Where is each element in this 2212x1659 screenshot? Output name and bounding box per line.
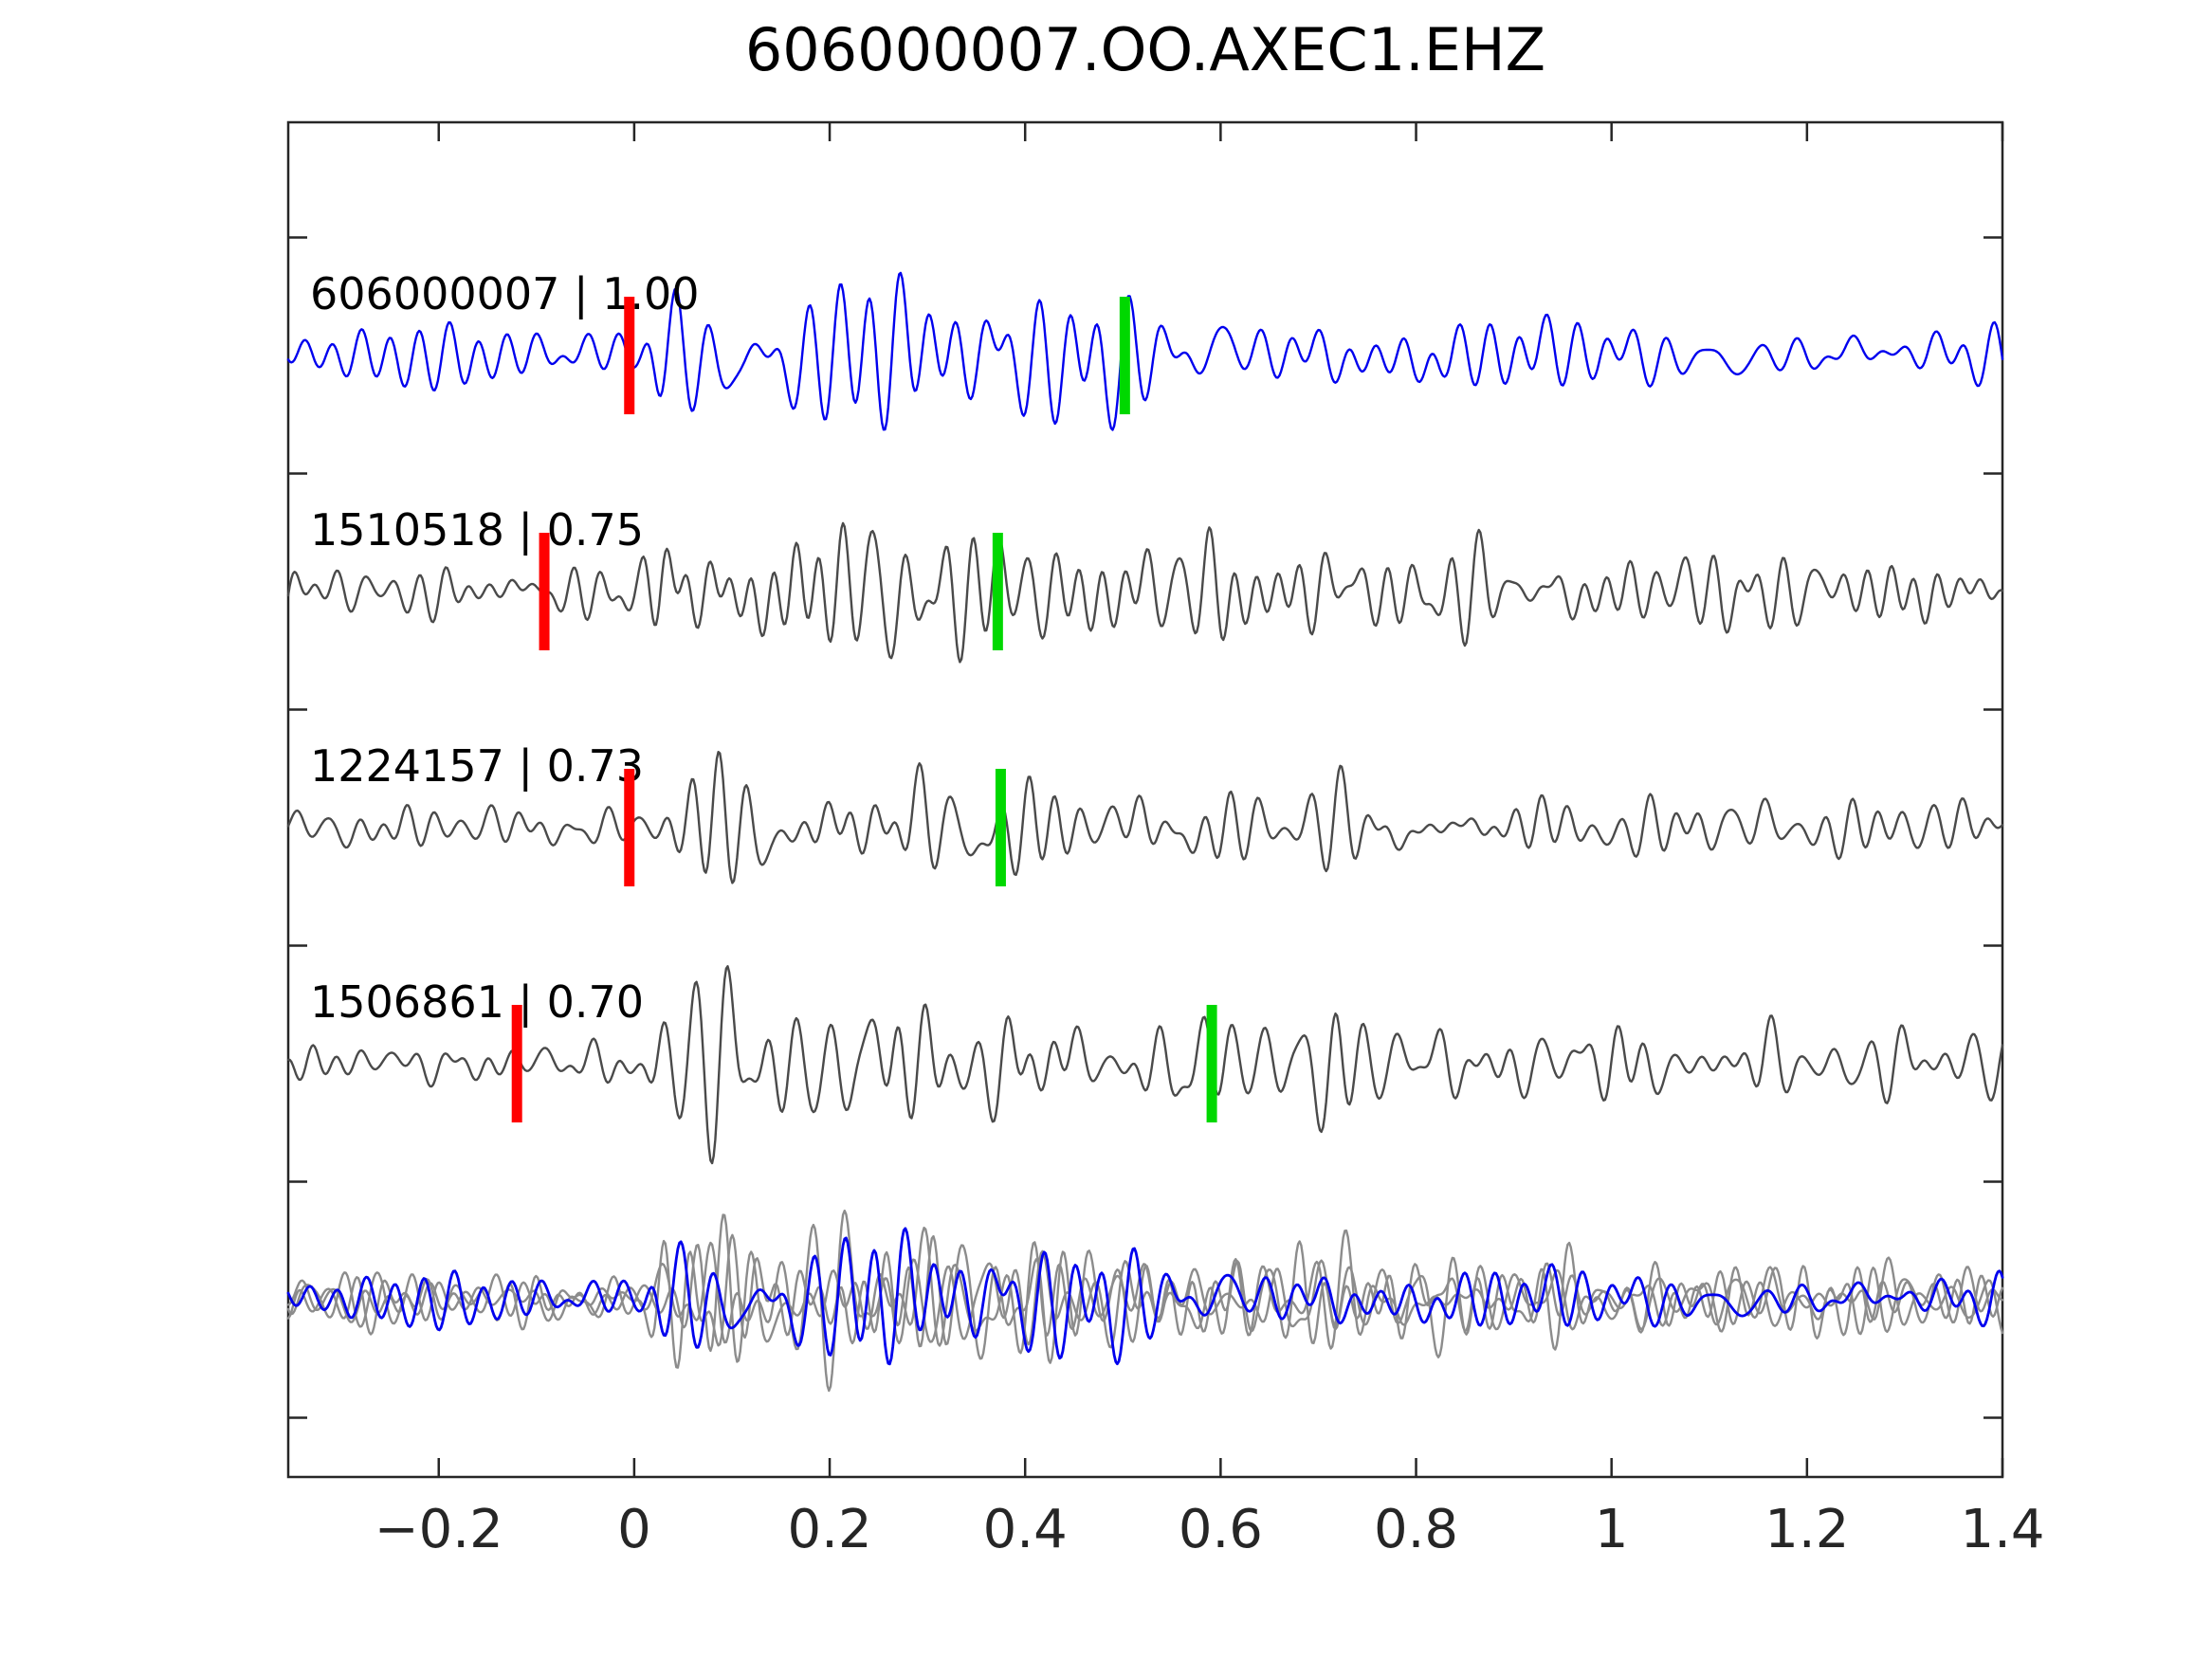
x-tick-label: 0.2 — [788, 1499, 872, 1560]
stack-trace-2 — [286, 1209, 2004, 1393]
trace-1510518 — [286, 521, 2004, 664]
trace-label: 1510518 | 0.75 — [310, 504, 644, 556]
trace-1506861 — [286, 965, 2004, 1165]
x-tick-label: 1 — [1595, 1499, 1629, 1560]
red-pick-marker — [539, 533, 550, 650]
green-pick-marker — [992, 533, 1003, 650]
x-tick-label: −0.2 — [375, 1499, 503, 1560]
red-pick-marker — [624, 769, 635, 886]
stack-trace-0 — [286, 1233, 2004, 1369]
trace-label: 1506861 | 0.70 — [310, 976, 644, 1029]
x-tick-label: 1.2 — [1764, 1499, 1849, 1560]
green-pick-marker — [995, 769, 1006, 886]
red-pick-marker — [624, 297, 635, 414]
x-tick-label: 0.6 — [1179, 1499, 1263, 1560]
stack-trace-template — [286, 1227, 2004, 1366]
x-tick-label: 0 — [617, 1499, 651, 1560]
green-pick-marker — [1119, 297, 1130, 414]
red-pick-marker — [511, 1005, 522, 1122]
trace-606000007 — [286, 271, 2004, 431]
trace-label: 606000007 | 1.00 — [310, 268, 700, 320]
figure-title: 606000007.OO.AXEC1.EHZ — [744, 15, 1546, 84]
trace-label: 1224157 | 0.73 — [310, 740, 644, 793]
x-tick-label: 1.4 — [1960, 1499, 2044, 1560]
green-pick-marker — [1206, 1005, 1217, 1122]
axes-frame — [286, 120, 2004, 1479]
x-tick-label: 0.8 — [1374, 1499, 1458, 1560]
trace-1224157 — [286, 751, 2004, 884]
x-tick-label: 0.4 — [983, 1499, 1068, 1560]
